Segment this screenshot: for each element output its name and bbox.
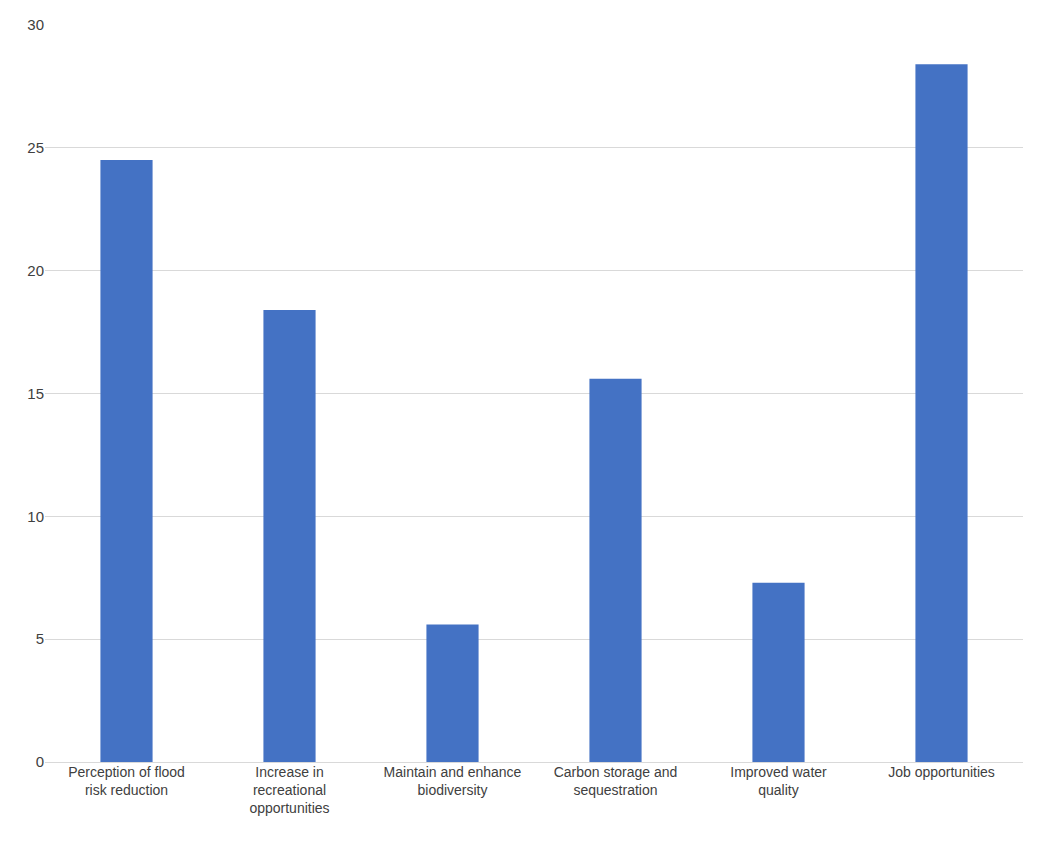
svg-text:15: 15 <box>27 385 44 402</box>
svg-text:20: 20 <box>27 262 44 279</box>
svg-text:Maintain and enhancebiodiversi: Maintain and enhancebiodiversity <box>384 764 522 798</box>
svg-text:10: 10 <box>27 508 44 525</box>
svg-text:0: 0 <box>36 753 44 770</box>
svg-text:Carbon storage andsequestratio: Carbon storage andsequestration <box>554 764 678 798</box>
svg-text:5: 5 <box>36 630 44 647</box>
svg-text:Increase inrecreationalopportu: Increase inrecreationalopportunities <box>249 764 329 816</box>
svg-text:Improved waterquality: Improved waterquality <box>730 764 827 798</box>
svg-text:25: 25 <box>27 139 44 156</box>
svg-text:Perception of floodrisk reduct: Perception of floodrisk reduction <box>68 764 185 798</box>
svg-text:30: 30 <box>27 16 44 33</box>
svg-text:Job opportunities: Job opportunities <box>888 764 995 780</box>
